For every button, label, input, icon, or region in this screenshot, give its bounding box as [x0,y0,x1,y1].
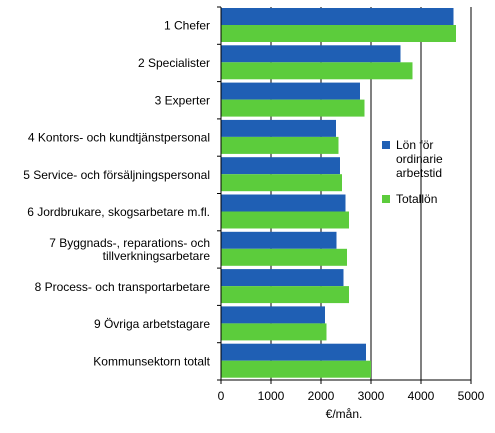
x-tick-label: 3000 [358,389,385,403]
category-label: 3 Experter [155,93,210,107]
x-tick-label: 5000 [458,389,485,403]
legend-swatch [382,195,390,203]
category-label: 4 Kontors- och kundtjänstpersonal [28,131,210,145]
bar [221,62,413,80]
x-tick-label: 4000 [408,389,435,403]
bar [221,286,349,304]
bar [221,157,340,175]
category-label: 9 Övriga arbetstagare [94,317,210,331]
bar [221,45,401,63]
x-tick-label: 0 [218,389,225,403]
bar [221,174,342,192]
bar [221,269,344,287]
category-label: Kommunsektorn totalt [93,354,210,368]
category-label: 2 Specialister [138,56,210,70]
x-axis: 0 1000 2000 3000 4000 5000 [217,6,485,403]
legend-swatch [382,141,390,149]
category-label: 6 Jordbrukare, skogsarbetare m.fl. [27,205,210,219]
bar [221,360,371,378]
category-label: tillverkningsarbetare [103,249,211,263]
bar [221,211,349,229]
legend-label: Lön för [396,138,433,152]
bar [221,343,366,361]
bar [221,231,337,249]
bar [221,323,327,341]
legend-label: Totallön [396,192,437,206]
bar [221,248,347,266]
category-label: 5 Service- och försäljningspersonal [23,168,210,182]
bars [221,8,456,378]
bar [221,136,339,154]
legend-label: arbetstid [396,166,442,180]
x-tick-label: 1000 [258,389,285,403]
bar [221,82,360,100]
category-label: 8 Process- och transportarbetare [35,280,211,294]
bar [221,25,456,42]
bar [221,119,336,137]
bar [221,8,454,25]
category-label: 1 Chefer [164,19,210,33]
bar [221,194,346,212]
legend-label: ordinarie [396,152,443,166]
bar [221,306,325,324]
category-labels: 1 Chefer 2 Specialister 3 Experter 4 Kontor… [23,19,210,369]
bar [221,99,365,117]
x-tick-label: 2000 [308,389,335,403]
x-axis-title: €/mån. [326,407,363,421]
category-label: 7 Byggnads-, reparations- och [49,236,210,250]
